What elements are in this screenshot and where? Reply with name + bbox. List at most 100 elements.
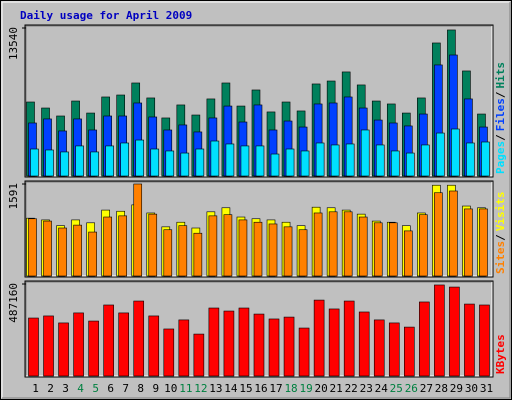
bar [208,307,220,377]
bar [313,212,323,277]
bar [404,230,413,277]
x-tick-label: 10 [164,382,177,395]
bar [28,317,39,377]
bar [388,322,400,377]
legend-entry: KBytes [494,334,507,374]
x-tick-label: 28 [435,382,448,395]
legend: Sites/ Visits [494,192,507,275]
bar [345,143,355,177]
bar [268,318,280,377]
bar [315,142,325,177]
bar [90,151,99,177]
bar [330,144,340,177]
y-tick-label: 487160 [7,283,20,323]
chart-title: Daily usage for April 2009 [20,9,192,22]
bar [133,183,143,277]
bar [163,229,173,277]
bar [406,152,415,177]
bar [58,227,67,277]
bar [58,322,69,377]
bar [464,208,473,277]
bar [225,143,235,177]
bar [148,315,160,377]
legend-entry: Files [494,98,507,131]
bar [268,223,278,277]
y-tick-label: 13540 [7,27,20,60]
legend: KBytes [494,334,507,374]
bar [133,300,145,377]
x-tick-label: 3 [62,382,69,395]
x-tick-label: 24 [375,382,389,395]
x-tick-label: 30 [465,382,478,395]
bar [434,192,443,277]
x-tick-label: 19 [299,382,312,395]
bar [223,310,235,377]
bar [238,219,248,277]
bar [180,152,190,177]
x-tick-label: 13 [209,382,222,395]
x-tick-label: 6 [107,382,114,395]
bar [148,213,158,277]
bar [193,333,205,377]
bevel [25,25,492,176]
bar [358,311,370,377]
x-tick-label: 2 [47,382,54,395]
x-tick-label: 18 [284,382,297,395]
bar [193,232,203,277]
bar [88,320,99,377]
x-tick-label: 26 [405,382,418,395]
bar [390,150,400,177]
bar [238,307,250,377]
bar [178,225,188,277]
bar [270,153,280,177]
x-tick-label: 12 [194,382,207,395]
bar [434,284,445,377]
bar [118,312,129,377]
bar [165,150,175,177]
bar [436,132,445,177]
bar [105,145,114,177]
bar [298,327,310,377]
bar [464,303,475,377]
bar [30,148,39,177]
bar [103,304,114,377]
x-tick-label: 22 [345,382,358,395]
legend: Pages/Files/Hits [494,62,507,174]
x-tick-label: 4 [77,382,84,395]
bar [300,150,310,177]
x-tick-label: 9 [152,382,159,395]
bar [208,215,218,277]
bar [43,315,54,377]
bar [255,145,265,177]
legend-entry: Hits [494,62,507,89]
bar [28,218,37,277]
legend-separator: / [494,234,507,241]
bar [449,190,458,277]
bar [43,220,52,277]
bar [253,221,263,277]
bar [60,151,69,177]
bar [479,304,490,377]
x-tick-label: 5 [92,382,99,395]
x-tick-label: 31 [480,382,493,395]
x-tick-label: 23 [360,382,373,395]
x-tick-label: 17 [269,382,282,395]
bar [360,129,370,177]
bar [451,128,460,177]
bevel [25,281,492,376]
x-tick-label: 1 [32,382,39,395]
x-tick-label: 16 [254,382,267,395]
bar [375,144,385,177]
bar [75,145,84,177]
legend-entry: Pages [494,141,507,174]
bar [103,216,112,277]
bar [328,211,338,277]
bar [150,148,160,177]
bar [195,148,205,177]
bar [404,326,415,377]
bar [118,215,127,277]
x-tick-label: 7 [122,382,129,395]
bar [466,142,475,177]
bar [343,211,353,277]
